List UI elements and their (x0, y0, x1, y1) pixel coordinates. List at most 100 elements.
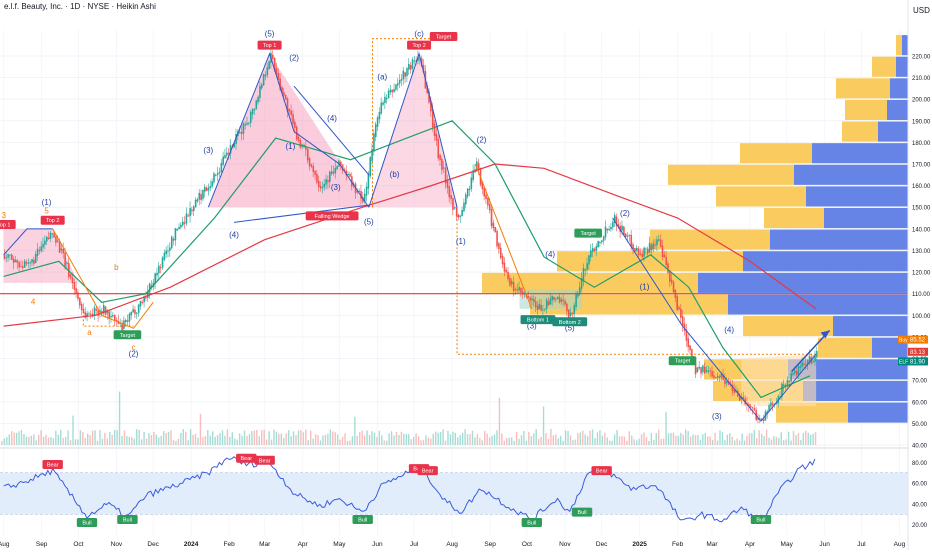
candle-body (766, 411, 769, 414)
candle-body (465, 194, 467, 205)
volume-bar (552, 435, 555, 445)
volume-bar (170, 430, 172, 445)
signal-badge[interactable]: Bottom 2 (552, 317, 588, 327)
signal-badge[interactable]: Bull (352, 514, 373, 524)
wave-label: (5) (565, 323, 575, 332)
volume-bar (439, 432, 442, 445)
candle-body (533, 298, 535, 302)
candle-body (591, 248, 594, 252)
profile-bar-sell (812, 143, 908, 164)
candle-body (551, 296, 554, 301)
signal-badge[interactable]: Top 1 (0, 220, 16, 230)
candle-body (588, 255, 590, 265)
signal-badge[interactable]: Bull (117, 514, 138, 524)
candle-body (799, 366, 802, 369)
signal-badge[interactable]: Target (429, 31, 458, 41)
signal-badge[interactable]: Bear (42, 459, 63, 469)
volume-bar (118, 391, 121, 445)
signal-badge[interactable]: Falling Wedge (305, 211, 359, 221)
badge-bg (668, 356, 697, 366)
candle-body (147, 291, 149, 298)
volume-bar (589, 430, 591, 445)
candle-body (595, 246, 598, 251)
volume-bar (60, 429, 62, 445)
volume-bar (687, 431, 689, 445)
volume-bar (606, 437, 608, 445)
badge-bg (117, 514, 138, 524)
candle-body (694, 362, 697, 375)
volume-bar (398, 435, 400, 445)
volume-bar (302, 432, 305, 445)
wave-label: (2) (477, 135, 487, 144)
volume-bar (172, 440, 175, 445)
volume-bar (253, 430, 256, 445)
signal-badge[interactable]: Bear (236, 453, 257, 463)
signal-badge[interactable]: Bear (591, 466, 612, 476)
double-top-fill (208, 53, 369, 208)
volume-bar (501, 433, 503, 445)
oscillator-tick-label: 20.00 (912, 523, 928, 529)
signal-badge[interactable]: Target (574, 228, 602, 238)
candle-body (801, 362, 803, 367)
signal-badge[interactable]: Top 1 (257, 40, 282, 50)
signal-badge[interactable]: Bull (750, 514, 772, 524)
candle-body (409, 65, 412, 70)
candle-body (643, 247, 645, 257)
candle-body (397, 83, 399, 86)
profile-bar-sell (806, 186, 908, 207)
candle-body (716, 376, 719, 378)
double-top-fill-2 (368, 53, 458, 208)
signal-badge[interactable]: Target (113, 330, 142, 340)
volume-bar (491, 435, 493, 445)
volume-bar (623, 436, 626, 445)
candle-body (351, 176, 353, 187)
candle-body (382, 102, 384, 105)
volume-bar (550, 429, 552, 445)
volume-bar (684, 429, 687, 445)
badge-label: Bull (358, 517, 367, 523)
volume-bar (442, 429, 444, 445)
profile-bar-buy (743, 316, 833, 337)
signal-badge[interactable]: Top 2 (40, 215, 65, 225)
candle-body (325, 179, 327, 185)
candle-body (534, 301, 537, 308)
volume-bar (177, 438, 180, 445)
signal-badge[interactable]: Bottom 1 (520, 315, 556, 325)
volume-bar (795, 434, 797, 445)
candle-body (794, 370, 796, 374)
candle-body (665, 256, 667, 265)
volume-bar (209, 435, 211, 445)
volume-bar (787, 431, 790, 445)
signal-badge[interactable]: Bull (521, 518, 543, 528)
candle-body (139, 300, 142, 307)
candle-body (637, 248, 640, 256)
volume-bar (165, 432, 167, 445)
profile-bar-sell (902, 35, 908, 56)
signal-badge[interactable]: Top 2 (407, 40, 432, 50)
volume-bar (180, 432, 182, 445)
signal-badge[interactable]: Bull (76, 518, 98, 528)
signal-badge[interactable]: Target (668, 356, 697, 366)
signal-badge[interactable]: Bull (571, 507, 593, 517)
volume-bars (1, 391, 817, 445)
candle-body (632, 244, 634, 249)
time-tick-label: Oct (73, 541, 83, 548)
signal-badge[interactable]: Bear (254, 455, 275, 465)
wave-label: (4) (724, 326, 734, 335)
candle-body (770, 402, 772, 407)
volume-bar (368, 435, 371, 445)
candle-body (378, 112, 381, 120)
volume-bar (28, 437, 30, 445)
profile-bar-buy (776, 402, 848, 423)
candle-body (709, 370, 712, 372)
volume-bar (540, 436, 542, 445)
volume-bar (52, 438, 55, 445)
candle-body (454, 207, 456, 209)
volume-bar (680, 432, 682, 445)
signal-badge[interactable]: Bear (417, 466, 438, 476)
volume-bar (136, 429, 138, 445)
badge-label: Bear (240, 456, 252, 462)
volume-bar (378, 430, 381, 445)
